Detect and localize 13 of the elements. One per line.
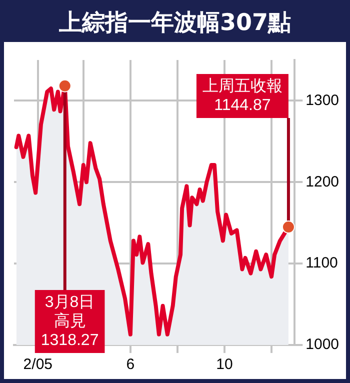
x-tick-label: 6 (126, 356, 135, 374)
chart-title: 上綜指一年波幅307點 (58, 9, 292, 38)
y-tick-label: 1200 (306, 173, 340, 190)
y-tick-label: 1300 (306, 92, 340, 109)
annotation: 上周五收報 (202, 76, 282, 95)
y-tick-label: 1000 (306, 336, 340, 354)
annotation: 1144.87 (214, 96, 271, 114)
x-tick-label: 10 (216, 356, 233, 374)
annotation: 1318.27 (40, 332, 99, 349)
annotation: 高見 (54, 312, 86, 330)
y-tick-label: 1100 (306, 254, 338, 272)
annotation: 3月8日 (44, 294, 95, 311)
x-tick-label: 2/05 (23, 356, 52, 374)
